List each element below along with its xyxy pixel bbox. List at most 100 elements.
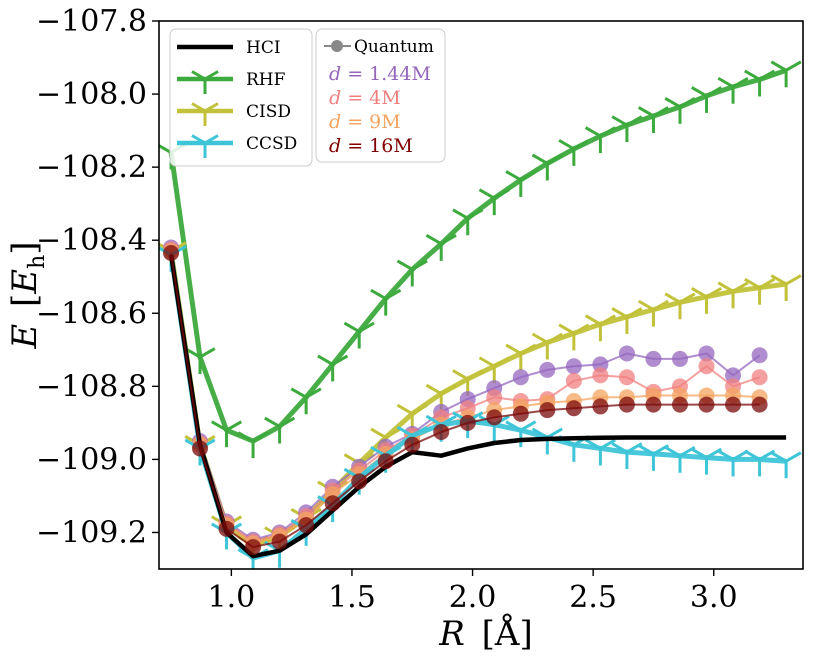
x-axis-symbol: R (438, 614, 465, 654)
data-point (404, 436, 421, 453)
legend-label: HCI (246, 38, 281, 58)
data-point (690, 447, 723, 475)
legend-entry-cisd: CISD (177, 102, 291, 126)
data-point (245, 539, 262, 556)
x-axis-unit: Å (494, 613, 520, 654)
y-axis-unit: E (5, 269, 45, 295)
data-point (558, 139, 590, 166)
series-layer (159, 60, 802, 569)
data-point (531, 153, 563, 181)
data-point (637, 299, 669, 327)
data-point (671, 350, 688, 367)
data-point (717, 281, 749, 309)
data-point (565, 400, 582, 417)
data-point (452, 208, 484, 236)
data-point (565, 358, 582, 375)
legend-marker (191, 102, 219, 126)
data-point (237, 431, 269, 459)
data-point (264, 416, 296, 444)
x-tick-label: 2.5 (569, 580, 617, 615)
legend-entry-rhf: RHF (177, 70, 286, 94)
legend-marker (191, 134, 219, 158)
data-point (744, 277, 776, 305)
data-point (770, 451, 802, 479)
y-tick-label: −107.8 (36, 4, 147, 39)
data-point (512, 369, 529, 386)
data-point (531, 332, 563, 360)
data-point (717, 449, 749, 477)
data-point (565, 372, 582, 389)
data-point (725, 396, 742, 413)
data-point (343, 321, 375, 349)
data-point (645, 350, 662, 367)
data-point (298, 517, 315, 534)
data-point (558, 323, 590, 351)
data-point (433, 424, 450, 440)
data-point (611, 307, 643, 334)
data-point (478, 188, 510, 216)
data-point (271, 533, 288, 550)
data-point (770, 60, 802, 88)
legend-quantum-marker (331, 40, 343, 52)
data-point (611, 442, 643, 470)
data-point (671, 396, 688, 413)
y-tick-label: −108.2 (36, 150, 147, 185)
data-point (690, 287, 723, 314)
data-point (698, 396, 715, 413)
x-tick-label: 3.0 (690, 580, 738, 615)
legend-entry-ccsd: CCSD (177, 134, 297, 158)
data-point (637, 444, 669, 471)
data-point (324, 495, 341, 512)
data-point (218, 520, 235, 537)
ticks-layer: 1.0 1.5 2.0 2.5 3.0 −107.8 −108.0 −108.2 −108.4 −… (36, 4, 738, 615)
data-point (512, 405, 529, 422)
data-point (377, 453, 394, 470)
y-tick-label: −109.2 (36, 515, 147, 550)
data-point (611, 115, 643, 143)
y-tick-label: −108.0 (36, 77, 147, 112)
data-point (584, 438, 616, 466)
data-point (592, 356, 609, 373)
x-tick-label: 1.5 (328, 580, 376, 615)
data-point (744, 449, 776, 477)
series-rhf (159, 60, 802, 459)
data-point (770, 274, 802, 302)
data-point (486, 389, 503, 406)
data-point (637, 106, 669, 133)
data-point (751, 396, 768, 413)
legend-quantum-header: Quantum (354, 37, 434, 57)
data-point (539, 402, 556, 419)
series-hci (168, 254, 787, 559)
data-point (505, 170, 537, 197)
y-axis-unit-sub: h (25, 255, 50, 269)
data-point (584, 314, 616, 342)
data-point (725, 367, 742, 384)
series-line (168, 254, 787, 559)
y-axis-symbol: E (5, 324, 45, 350)
data-point (370, 288, 402, 316)
data-point (698, 358, 715, 375)
data-point (664, 445, 696, 473)
data-point (351, 473, 368, 490)
series-d-16m (163, 244, 768, 556)
data-point (592, 367, 609, 384)
legend-quantum-entry: d = 9M (329, 111, 401, 133)
legend-entry-hci: HCI (177, 38, 281, 58)
legend-quantum-entry: d = 1.44M (329, 63, 431, 85)
data-point (618, 345, 635, 362)
data-point (505, 343, 537, 371)
data-point (664, 292, 696, 320)
data-point (592, 398, 609, 415)
data-point (459, 414, 476, 431)
data-point (425, 234, 457, 261)
plot-frame (158, 20, 804, 570)
x-axis-label: R [Å] (438, 613, 533, 654)
data-point (396, 259, 428, 287)
legend-methods: HCI RHF CISD CCSD (169, 28, 313, 167)
legend-quantum-entry: d = 4M (329, 87, 401, 109)
data-point (539, 361, 556, 378)
data-point (290, 387, 322, 415)
data-point (618, 396, 635, 413)
